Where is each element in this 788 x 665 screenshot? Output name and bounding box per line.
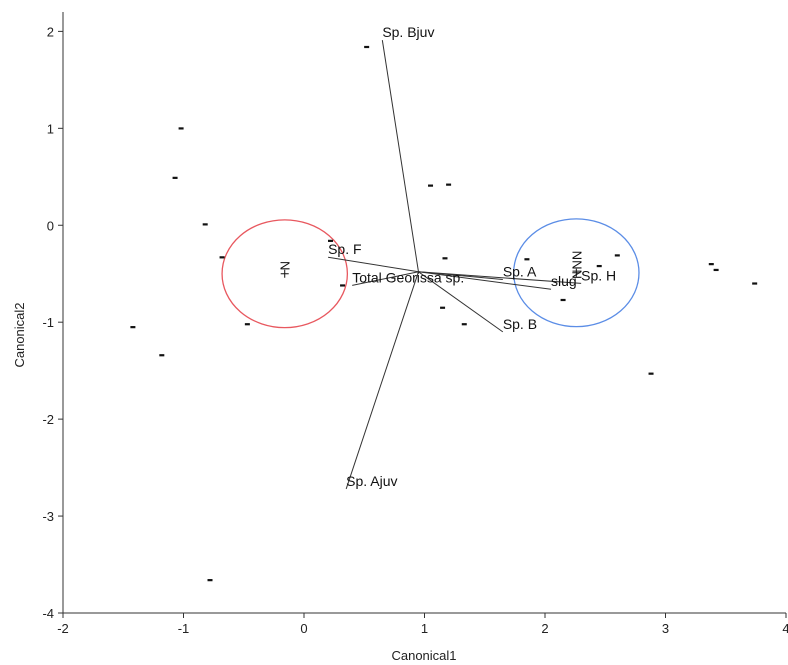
x-axis-title: Canonical1 — [391, 648, 456, 663]
x-tick-label: 0 — [300, 621, 307, 636]
data-point — [340, 284, 346, 287]
x-tick-label: -2 — [57, 621, 69, 636]
data-point — [524, 258, 530, 261]
group-circle — [513, 218, 640, 328]
data-point — [244, 323, 250, 326]
vector-label: Sp. B — [503, 316, 537, 332]
y-tick-label: 2 — [47, 24, 54, 39]
biplot-vector — [381, 40, 419, 272]
centroid-marker — [572, 268, 581, 277]
data-point — [364, 45, 370, 49]
group-circle — [221, 219, 349, 329]
vector-label: Sp. F — [328, 241, 361, 257]
group-label: N — [278, 261, 293, 270]
x-tick-label: 3 — [662, 621, 669, 636]
centroid-marker — [280, 269, 289, 278]
data-point — [440, 306, 446, 309]
vector-label: Sp. Bjuv — [382, 24, 434, 40]
x-tick-label: 4 — [782, 621, 788, 636]
biplot-vector — [345, 271, 419, 490]
data-point — [708, 263, 714, 266]
vector-label: Sp. A — [503, 264, 537, 280]
y-axis-title: Canonical2 — [12, 302, 27, 367]
data-point — [178, 127, 184, 130]
biplot-vector — [418, 271, 582, 284]
data-point — [207, 579, 213, 582]
y-tick-label: 1 — [47, 121, 54, 136]
y-tick-label: 0 — [47, 218, 54, 233]
data-point — [159, 354, 165, 357]
data-point — [202, 223, 208, 226]
data-point — [219, 256, 225, 259]
biplot-vector — [352, 271, 419, 286]
data-point — [130, 326, 136, 329]
group-label: NNN — [569, 251, 584, 279]
y-tick-label: -1 — [42, 315, 54, 330]
data-point — [752, 282, 758, 285]
vector-label: Sp. Ajuv — [346, 473, 397, 489]
biplot-vector — [328, 256, 419, 273]
vector-label: Sp. H — [581, 267, 616, 283]
y-tick-label: -4 — [42, 606, 54, 621]
data-point — [614, 254, 620, 257]
y-tick-label: -2 — [42, 412, 54, 427]
x-tick-label: 1 — [421, 621, 428, 636]
biplot-vector — [418, 271, 504, 333]
data-point — [596, 264, 602, 268]
data-point — [713, 268, 719, 272]
data-point — [172, 176, 178, 179]
data-point — [328, 239, 334, 242]
x-tick-label: -1 — [178, 621, 190, 636]
data-point — [560, 298, 566, 302]
data-point — [442, 257, 448, 260]
y-tick-label: -3 — [42, 509, 54, 524]
vector-label: Total Georissa sp. — [352, 269, 464, 285]
data-point — [428, 184, 434, 187]
data-point — [446, 183, 452, 186]
data-point — [461, 323, 467, 326]
x-tick-label: 2 — [541, 621, 548, 636]
vector-label: slug — [551, 273, 577, 289]
biplot-vector — [418, 271, 552, 290]
data-point — [648, 372, 654, 375]
